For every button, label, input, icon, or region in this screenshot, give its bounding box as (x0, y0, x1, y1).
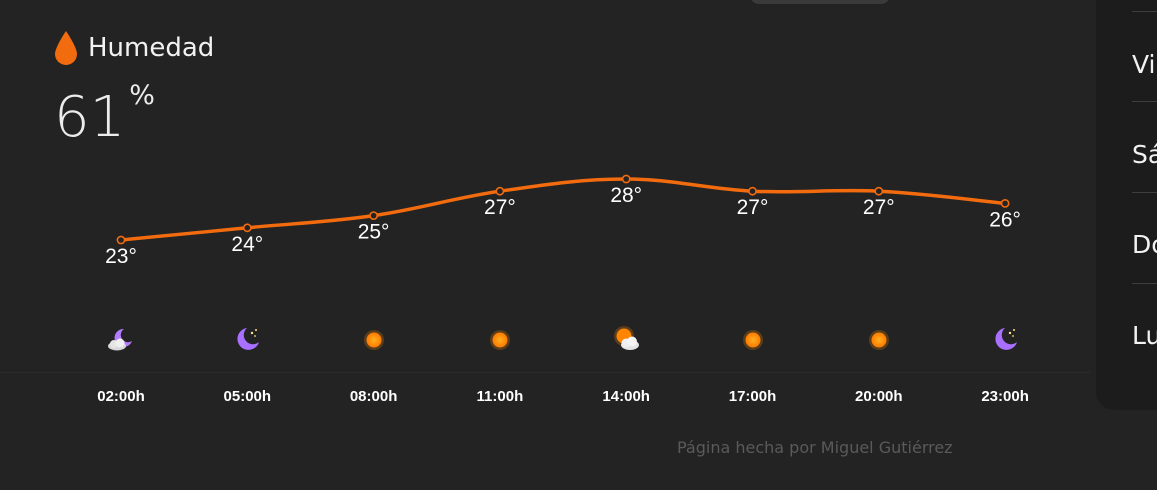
hour-label: 08:00h (350, 388, 398, 405)
data-point (117, 236, 124, 243)
temperature-label: 27° (484, 196, 516, 219)
panel-divider (1132, 101, 1157, 102)
hour-label: 20:00h (855, 388, 903, 405)
panel-divider (1132, 192, 1157, 193)
sun-icon (737, 324, 769, 361)
temperature-label: 23° (105, 245, 137, 268)
forecast-day-3[interactable]: Do (1132, 230, 1157, 259)
panel-divider (1132, 11, 1157, 12)
hour-label: 05:00h (224, 388, 272, 405)
temperature-label: 25° (358, 221, 390, 244)
sun-icon (863, 324, 895, 361)
data-point (875, 188, 882, 195)
hour-label: 14:00h (602, 388, 650, 405)
hour-label: 23:00h (981, 388, 1029, 405)
sun-cloud-icon (610, 324, 642, 361)
forecast-day-4[interactable]: Lu (1132, 321, 1157, 350)
data-point (623, 175, 630, 182)
footer-credit: Página hecha por Miguel Gutiérrez (677, 438, 953, 457)
temperature-label: 28° (610, 184, 642, 207)
data-point (496, 188, 503, 195)
temperature-label: 27° (863, 196, 895, 219)
forecast-panel: Vi Sá Do Lu (1096, 0, 1157, 410)
forecast-day-1[interactable]: Vi (1132, 50, 1156, 79)
moon-stars-icon (231, 324, 263, 361)
data-point (370, 212, 377, 219)
hour-label: 02:00h (97, 388, 145, 405)
forecast-day-2[interactable]: Sá (1132, 140, 1157, 169)
panel-divider (1132, 283, 1157, 284)
sun-icon (484, 324, 516, 361)
temperature-chart: 23° 24° 25° 27° 28° 27° 27° 26° 02:00h 05:00h 08:… (0, 0, 1090, 420)
data-point (1002, 200, 1009, 207)
chart-baseline (0, 372, 1090, 373)
temperature-label: 24° (231, 233, 263, 256)
data-point (244, 224, 251, 231)
temperature-label: 27° (737, 196, 769, 219)
sun-icon (358, 324, 390, 361)
moon-stars-icon (989, 324, 1021, 361)
hour-label: 11:00h (477, 388, 524, 405)
data-point (749, 188, 756, 195)
moon-cloud-icon (105, 324, 137, 361)
hour-label: 17:00h (729, 388, 777, 405)
temperature-label: 26° (989, 208, 1021, 231)
